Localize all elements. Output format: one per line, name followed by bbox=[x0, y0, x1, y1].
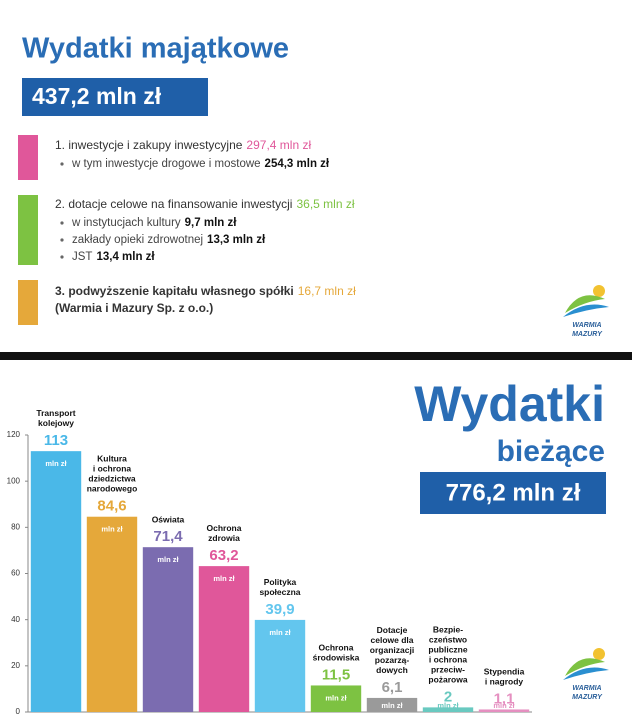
x-category-label: Kultura i ochrona dziedzictwa narodowego bbox=[87, 454, 138, 494]
x-category-label: Oświata bbox=[152, 514, 185, 524]
bar bbox=[198, 566, 250, 712]
detail-text: JST 13,4 mln zł bbox=[72, 251, 155, 263]
value-label: 39,9 bbox=[265, 601, 294, 618]
bar-unit: mln zł bbox=[269, 628, 291, 637]
bullet bbox=[60, 162, 64, 166]
value-label: 71,4 bbox=[153, 528, 183, 545]
capital-total: 437,2 mln zł bbox=[32, 83, 162, 109]
chart-total-box bbox=[420, 472, 606, 514]
bar-unit: mln zł bbox=[157, 555, 179, 564]
chart-subtitle: bieżące bbox=[497, 435, 605, 468]
item-color-bar bbox=[18, 135, 38, 180]
bullet bbox=[60, 238, 64, 242]
logo-text: WARMIA bbox=[572, 685, 601, 692]
item-color-bar bbox=[18, 280, 38, 325]
bar-unit: mln zł bbox=[493, 701, 515, 710]
detail-value: 9,7 mln zł bbox=[185, 217, 238, 229]
detail-label: zakłady opieki zdrowotnej bbox=[72, 234, 203, 246]
logo-text: MAZURY bbox=[572, 331, 603, 338]
x-category-label: Dotacje celowe dla organizacji pozarzą-dowy… bbox=[370, 625, 414, 675]
y-tick-label: 120 bbox=[7, 430, 21, 439]
bar bbox=[422, 707, 474, 712]
item-text: 2. dotacje celowe na finansowanie inwest… bbox=[55, 197, 355, 211]
bullet bbox=[60, 221, 64, 225]
detail-label: w instytucjach kultury bbox=[71, 217, 181, 229]
chart-total: 776,2 mln zł bbox=[446, 479, 581, 506]
logo-wave bbox=[565, 658, 605, 676]
bullet bbox=[60, 255, 64, 259]
value-label: 11,5 bbox=[322, 666, 350, 683]
item-text: 3. podwyższenie kapitału własnego spółki… bbox=[55, 284, 356, 298]
detail-text: w instytucjach kultury 9,7 mln zł bbox=[71, 217, 237, 229]
logo-text: WARMIA bbox=[572, 322, 601, 329]
item-label: 1. inwestycje i zakupy inwestycyjne bbox=[55, 138, 243, 152]
x-category-label: Stypendia i nagrody bbox=[484, 667, 525, 687]
bar-unit: mln zł bbox=[437, 701, 459, 710]
logo-text: MAZURY bbox=[572, 694, 603, 701]
bar-unit: mln zł bbox=[101, 525, 123, 534]
divider bbox=[0, 352, 632, 360]
logo-sun bbox=[593, 648, 605, 660]
item-value: 36,5 mln zł bbox=[296, 197, 354, 211]
x-category-label: Bezpie-czeństwo publiczne i ochrona przeciw… bbox=[428, 625, 467, 685]
bar bbox=[366, 697, 418, 712]
y-tick-label: 60 bbox=[11, 569, 20, 578]
value-label: 2 bbox=[444, 688, 452, 705]
bar-unit: mln zł bbox=[325, 693, 347, 702]
item-text: 1. inwestycje i zakupy inwestycyjne 297,4… bbox=[55, 138, 311, 152]
detail-label: w tym inwestycje drogowe i mostowe bbox=[71, 158, 261, 170]
bar-unit: mln zł bbox=[381, 701, 403, 710]
y-tick-label: 40 bbox=[11, 615, 20, 624]
value-label: 6,1 bbox=[382, 679, 403, 696]
bar bbox=[86, 516, 138, 712]
bar bbox=[254, 619, 306, 712]
y-tick-label: 0 bbox=[16, 707, 21, 716]
item-color-bar bbox=[18, 195, 38, 265]
logo-sun bbox=[593, 285, 605, 297]
x-category-label: Ochrona środowiska bbox=[313, 643, 360, 663]
y-tick-label: 100 bbox=[7, 476, 21, 485]
bar-unit: mln zł bbox=[45, 459, 67, 468]
bar bbox=[310, 685, 362, 712]
x-category-label: Polityka społeczna bbox=[259, 577, 300, 597]
item-value: 297,4 mln zł bbox=[246, 138, 311, 152]
bar bbox=[142, 547, 194, 712]
detail-value: 13,3 mln zł bbox=[207, 234, 266, 246]
y-tick-label: 20 bbox=[11, 661, 20, 670]
logo-wave bbox=[563, 304, 609, 317]
detail-text: w tym inwestycje drogowe i mostowe 254,3 … bbox=[71, 158, 330, 170]
detail-label: JST bbox=[72, 251, 92, 263]
detail-value: 13,4 mln zł bbox=[96, 251, 155, 263]
bar bbox=[478, 709, 530, 712]
value-label: 113 bbox=[44, 432, 68, 449]
value-label: 63,2 bbox=[209, 547, 238, 564]
chart-title: Wydatki bbox=[414, 376, 605, 432]
detail-value: 254,3 mln zł bbox=[265, 158, 330, 170]
logo-wave bbox=[565, 295, 605, 313]
logo-wave bbox=[563, 667, 609, 680]
x-category-label: Transport kolejowy bbox=[36, 408, 75, 428]
bar bbox=[30, 451, 82, 712]
item-label: 3. podwyższenie kapitału własnego spółki bbox=[55, 284, 294, 298]
value-label: 1,1 bbox=[494, 690, 515, 707]
bar-unit: mln zł bbox=[213, 574, 235, 583]
item-label: 2. dotacje celowe na finansowanie inwest… bbox=[55, 197, 292, 211]
item-value: 16,7 mln zł bbox=[298, 284, 356, 298]
value-label: 84,6 bbox=[97, 498, 126, 515]
item-note: (Warmia i Mazury Sp. z o.o.) bbox=[55, 301, 213, 315]
y-tick-label: 80 bbox=[11, 522, 20, 531]
x-category-label: Ochrona zdrowia bbox=[207, 523, 242, 543]
capital-title: Wydatki majątkowe bbox=[22, 33, 289, 65]
capital-total-box bbox=[22, 78, 208, 116]
detail-text: zakłady opieki zdrowotnej 13,3 mln zł bbox=[72, 234, 266, 246]
